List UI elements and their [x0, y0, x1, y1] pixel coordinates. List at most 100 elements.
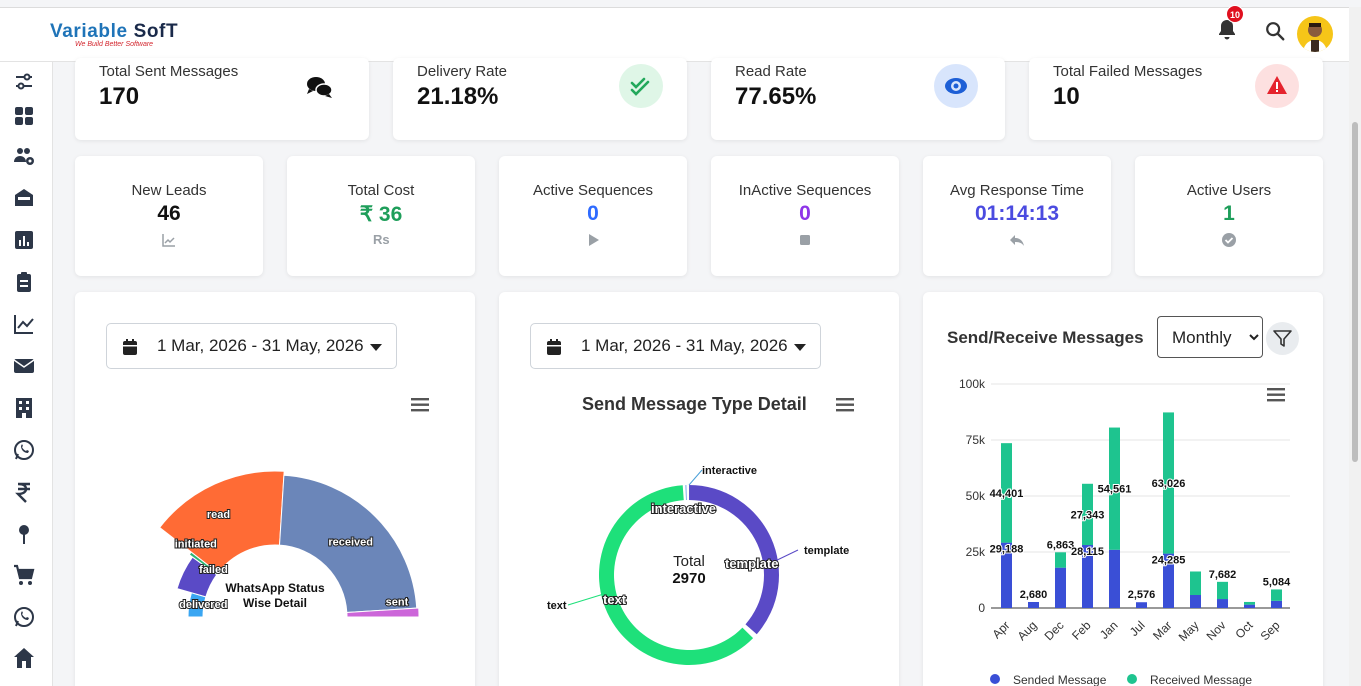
map-pin-icon[interactable]	[12, 522, 36, 546]
stat-value: 170	[99, 83, 140, 110]
whatsapp-icon-2[interactable]	[12, 605, 36, 629]
slice-label-failed: failed	[199, 564, 228, 576]
slice-label-read: read	[207, 509, 230, 521]
bar-chart-icon[interactable]	[12, 228, 36, 252]
user-avatar-icon	[1303, 23, 1327, 52]
warning-icon	[1255, 64, 1299, 108]
annotation-label-template: template	[804, 545, 849, 557]
search-icon[interactable]	[1264, 20, 1286, 42]
sliders-icon[interactable]	[12, 70, 36, 94]
y-tick-label: 0	[978, 601, 985, 615]
brand-name-suffix: SofT	[133, 21, 179, 42]
metric-value: 01:14:13	[974, 202, 1060, 225]
bar-Jul-sent	[1136, 602, 1147, 608]
metric-card-inactive-sequences: InActive Sequences 0	[711, 156, 899, 276]
chart-menu-icon[interactable]	[836, 397, 856, 413]
stat-card-total-sent: Total Sent Messages 170	[75, 58, 369, 140]
date-range-picker-2[interactable]: 1 Mar, 2026 - 31 May, 2026	[530, 323, 821, 369]
rupee-icon: Rs	[373, 232, 390, 247]
x-tick-label: Feb	[1069, 618, 1094, 643]
message-type-donut-chart: interactive template text interactive templa…	[547, 465, 849, 665]
date-range-picker-1[interactable]: 1 Mar, 2026 - 31 May, 2026	[106, 323, 397, 369]
stat-value: 10	[1053, 83, 1080, 110]
caret-down-icon	[794, 344, 806, 351]
stat-card-read-rate: Read Rate 77.65%	[711, 58, 1005, 140]
send-receive-bar-chart: 100k 75k 50k 25k 0 Apr Aug Dec Feb Jan Jul Mar May No…	[959, 377, 1292, 686]
metric-card-total-cost: Total Cost ₹ 36 Rs	[287, 156, 475, 276]
y-tick-label: 100k	[959, 377, 986, 391]
x-tick-label: Dec	[1042, 618, 1067, 643]
building-icon[interactable]	[12, 396, 36, 420]
stat-card-delivery-rate: Delivery Rate 21.18%	[393, 58, 687, 140]
legend-marker[interactable]	[1127, 674, 1137, 684]
bar-data-label: 2,680	[1020, 589, 1048, 601]
slice-sent	[346, 607, 420, 618]
bell-icon[interactable]	[1215, 18, 1239, 42]
calendar-icon	[547, 339, 561, 355]
metric-card-active-sequences: Active Sequences 0	[499, 156, 687, 276]
stat-label: Delivery Rate	[417, 63, 508, 80]
annotation-label-text: text	[547, 600, 567, 612]
notification-badge: 10	[1226, 5, 1244, 23]
bar-Jan-sent	[1109, 549, 1120, 608]
cart-icon[interactable]	[12, 563, 36, 587]
metric-label: InActive Sequences	[738, 182, 872, 199]
users-gear-icon[interactable]	[12, 144, 36, 168]
stat-value: 21.18%	[417, 83, 499, 110]
status-chart-title: WhatsApp Status Wise Detail	[225, 581, 325, 610]
bar-Mar-received	[1163, 412, 1174, 554]
envelope-icon[interactable]	[12, 354, 36, 378]
date-range-text: 1 Mar, 2026 - 31 May, 2026	[157, 336, 364, 355]
chart-menu-icon[interactable]	[411, 397, 431, 413]
sidebar	[0, 62, 53, 686]
bar-Oct-received	[1244, 601, 1255, 605]
clipboard-icon[interactable]	[12, 270, 36, 294]
bar-May-received	[1190, 571, 1201, 596]
y-tick-label: 75k	[966, 433, 986, 447]
period-select[interactable]: Monthly	[1157, 316, 1263, 358]
bar-data-label: 24,285	[1152, 555, 1186, 567]
bar-chart-title: Send/Receive Messages	[947, 328, 1144, 347]
bar-data-label: 44,401	[990, 488, 1024, 500]
whatsapp-icon[interactable]	[12, 438, 36, 462]
metric-value: 0	[587, 202, 599, 225]
eye-icon	[934, 64, 978, 108]
x-tick-label: Jul	[1127, 618, 1148, 639]
legend-label[interactable]: Sended Message	[1013, 673, 1107, 686]
bar-data-label: 27,343	[1071, 509, 1105, 521]
x-tick-label: Aug	[1015, 618, 1040, 643]
x-tick-label: Nov	[1204, 618, 1229, 643]
page-scrollbar[interactable]	[1349, 7, 1361, 686]
scrollbar-thumb[interactable]	[1352, 122, 1358, 462]
filter-button[interactable]	[1266, 322, 1299, 355]
y-tick-label: 50k	[966, 489, 986, 503]
rupee-icon[interactable]	[12, 480, 36, 504]
inbox-icon[interactable]	[12, 186, 36, 210]
slice-label-delivered: delivered	[179, 599, 227, 611]
legend-label[interactable]: Received Message	[1150, 673, 1252, 686]
donut-center-label: Total	[673, 553, 705, 570]
bar-data-label: 6,863	[1047, 539, 1075, 551]
slice-label-sent: sent	[386, 597, 409, 609]
bar-Feb-received	[1082, 483, 1093, 546]
slice-label-received: received	[328, 536, 373, 548]
brand-logo[interactable]: Variable SofT We Build Better Software	[50, 22, 178, 49]
bar-data-label: 7,682	[1209, 569, 1237, 581]
slice-label-initiated: initiated	[175, 539, 217, 551]
avatar[interactable]	[1297, 16, 1333, 52]
chart-menu-icon[interactable]	[1267, 387, 1287, 403]
dashboard-grid-icon[interactable]	[12, 104, 36, 128]
legend-marker[interactable]	[990, 674, 1000, 684]
bar-Nov-received	[1217, 581, 1228, 600]
metric-value: 46	[157, 202, 181, 225]
donut-chart-title: Send Message Type Detail	[582, 394, 807, 414]
line-chart-icon[interactable]	[12, 312, 36, 336]
bar-Oct-sent	[1244, 604, 1255, 608]
home-icon[interactable]	[12, 646, 36, 670]
bar-Aug-sent	[1028, 601, 1039, 608]
comments-icon	[307, 77, 333, 98]
bar-data-label: 54,561	[1098, 484, 1132, 496]
leader-line-interactive	[688, 469, 703, 486]
slice-label-text: text	[603, 592, 627, 607]
date-range-text: 1 Mar, 2026 - 31 May, 2026	[581, 336, 788, 355]
